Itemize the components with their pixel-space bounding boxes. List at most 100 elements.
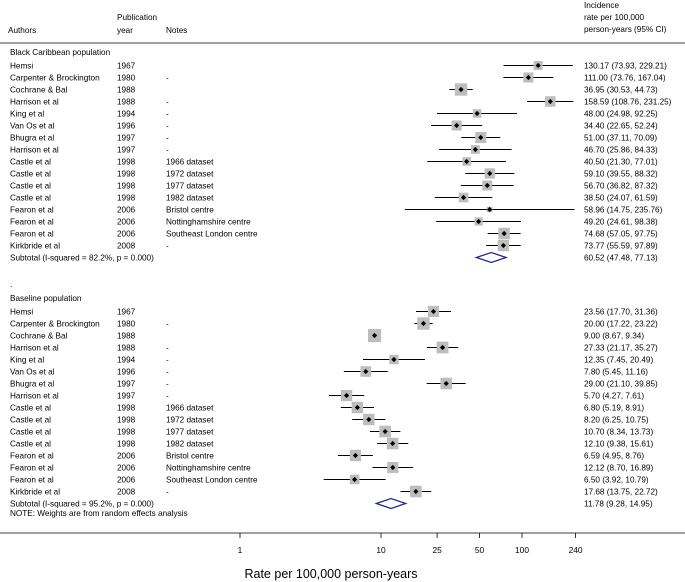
point-estimate xyxy=(420,320,427,327)
point-estimate xyxy=(391,356,397,363)
study-author: Bhugra et al xyxy=(10,380,54,389)
study-estimate-text: 12.10 (9.38, 15.61) xyxy=(584,440,653,449)
study-year: 1980 xyxy=(117,74,136,83)
study-note: 1982 dataset xyxy=(166,194,214,203)
study-estimate-text: 56.70 (36.82, 87.32) xyxy=(584,182,658,191)
study-year: 1998 xyxy=(117,404,136,413)
subtotal-diamond xyxy=(474,251,509,264)
study-note: - xyxy=(166,368,169,377)
study-estimate-text: 8.20 (6.25, 10.75) xyxy=(584,416,649,425)
study-author: King et al xyxy=(10,110,44,119)
subtotal-label: Subtotal (I-squared = 82.2%, p = 0.000) xyxy=(10,254,154,263)
point-estimate xyxy=(352,452,359,459)
point-estimate xyxy=(390,464,396,471)
study-author: Harrison et al xyxy=(10,344,59,353)
study-author: Harrison et al xyxy=(10,146,59,155)
subtotal-diamond xyxy=(374,497,408,510)
x-tick-label: 100 xyxy=(515,545,529,555)
point-estimate xyxy=(501,230,507,237)
study-estimate-text: 12.35 (7.45, 20.49) xyxy=(584,356,653,365)
study-author: Castle et al xyxy=(10,182,51,191)
study-year: 1980 xyxy=(117,320,136,329)
study-note: 1972 dataset xyxy=(166,416,214,425)
study-estimate-text: 9.00 (8.67, 9.34) xyxy=(584,332,644,341)
study-year: 2006 xyxy=(117,218,136,227)
point-estimate xyxy=(366,416,372,423)
study-note: - xyxy=(166,122,169,131)
study-year: 2006 xyxy=(117,206,136,215)
point-estimate xyxy=(547,98,553,105)
point-estimate xyxy=(475,218,482,225)
x-axis-label: Rate per 100,000 person-years xyxy=(244,567,417,581)
study-author: Cochrane & Bal xyxy=(10,86,68,95)
subtotal-label: Subtotal (I-squared = 95.2%, p = 0.000) xyxy=(10,500,154,509)
study-author: Castle et al xyxy=(10,170,51,179)
study-author: Carpenter & Brockington xyxy=(10,74,100,83)
point-estimate xyxy=(500,242,506,249)
point-estimate xyxy=(343,392,350,399)
study-year: 1996 xyxy=(117,368,136,377)
study-estimate-text: 73.77 (55.59, 97.89) xyxy=(584,242,658,251)
study-note: - xyxy=(166,380,169,389)
point-estimate xyxy=(354,404,360,411)
study-note: Bristol centre xyxy=(166,206,214,215)
study-year: 2008 xyxy=(117,242,136,251)
point-estimate xyxy=(413,488,419,495)
study-author: Fearon et al xyxy=(10,218,54,227)
study-year: 2006 xyxy=(117,464,136,473)
point-estimate xyxy=(487,206,493,213)
study-note: - xyxy=(166,356,169,365)
study-note: - xyxy=(166,74,169,83)
study-note: Southeast London centre xyxy=(166,230,258,239)
study-author: Bhugra et al xyxy=(10,134,54,143)
point-estimate xyxy=(443,380,449,387)
study-author: Hemsi xyxy=(10,308,33,317)
study-year: 1998 xyxy=(117,440,136,449)
study-estimate-text: 51.00 (37.11, 70.09) xyxy=(584,134,657,143)
study-year: 2006 xyxy=(117,476,136,485)
study-note: - xyxy=(166,110,169,119)
study-note: 1982 dataset xyxy=(166,440,214,449)
study-year: 1994 xyxy=(117,356,136,365)
point-estimate xyxy=(458,86,464,93)
study-year: 1988 xyxy=(117,344,136,353)
study-author: Carpenter & Brockington xyxy=(10,320,100,329)
study-note: Nottinghamshire centre xyxy=(166,464,251,473)
point-estimate xyxy=(430,308,437,315)
study-author: Castle et al xyxy=(10,440,51,449)
point-estimate xyxy=(454,122,460,129)
study-estimate-text: 74.68 (57.05, 97.75) xyxy=(584,230,658,239)
point-estimate xyxy=(363,368,369,375)
study-author: Fearon et al xyxy=(10,230,54,239)
point-estimate xyxy=(390,440,396,447)
point-estimate xyxy=(484,182,490,189)
study-year: 1997 xyxy=(117,380,136,389)
header-estimate-line1: Incidence xyxy=(584,1,619,10)
study-estimate-text: 111.00 (73.76, 167.04) xyxy=(584,74,666,83)
study-note: 1977 dataset xyxy=(166,182,214,191)
study-year: 1998 xyxy=(117,194,136,203)
study-year: 1998 xyxy=(117,170,136,179)
study-author: Fearon et al xyxy=(10,452,54,461)
point-estimate xyxy=(474,110,480,117)
study-author: King et al xyxy=(10,356,44,365)
study-author: Castle et al xyxy=(10,404,51,413)
study-estimate-text: 158.59 (108.76, 231.25) xyxy=(584,98,672,107)
study-note: 1966 dataset xyxy=(166,158,214,167)
study-author: Harrison et al xyxy=(10,98,59,107)
study-estimate-text: 7.80 (5.45, 11.16) xyxy=(584,368,648,377)
study-year: 1997 xyxy=(117,392,136,401)
header-estimate-line2: rate per 100,000 xyxy=(584,13,645,22)
point-estimate xyxy=(352,476,358,483)
study-estimate-text: 49.20 (24.61, 98.38) xyxy=(584,218,658,227)
study-author: Kirkbride et al xyxy=(10,242,60,251)
study-year: 1967 xyxy=(117,62,136,71)
study-estimate-text: 6.80 (5.19, 8.91) xyxy=(584,404,644,413)
study-author: Fearon et al xyxy=(10,464,54,473)
study-year: 1996 xyxy=(117,122,136,131)
study-note: Bristol centre xyxy=(166,452,214,461)
study-year: 2006 xyxy=(117,230,136,239)
point-estimate xyxy=(382,428,388,435)
study-year: 1997 xyxy=(117,134,136,143)
